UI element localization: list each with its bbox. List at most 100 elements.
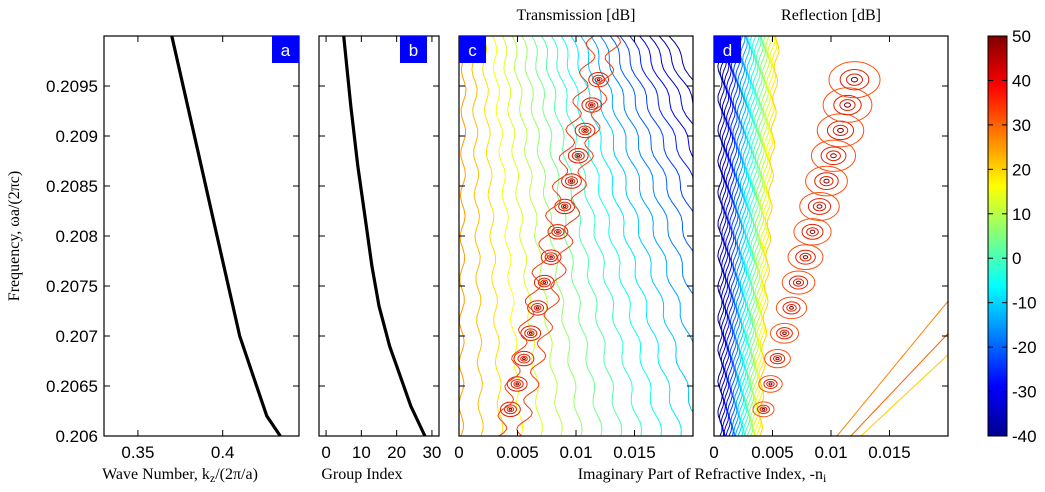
reflection-resonance-ring bbox=[807, 198, 832, 215]
reflection-resonance-ring bbox=[787, 244, 824, 271]
transmission-resonance-ring bbox=[581, 127, 589, 134]
reflection-resonance-ring bbox=[795, 280, 802, 285]
colorbar-tick-label: 0 bbox=[1012, 249, 1021, 268]
transmission-resonance-ring bbox=[569, 179, 574, 183]
transmission-resonance-ring bbox=[561, 173, 582, 189]
colorbar-tick-label: 30 bbox=[1012, 116, 1031, 135]
transmission-resonance-ring bbox=[576, 154, 581, 158]
reflection-resonance-ring bbox=[805, 165, 848, 197]
y-tick-label: 0.2095 bbox=[46, 77, 98, 96]
y-tick-label: 0.208 bbox=[55, 227, 98, 246]
reflection-resonance-ring bbox=[761, 407, 766, 411]
transmission-resonance-ring bbox=[533, 304, 542, 311]
colorbar-tick-label: -10 bbox=[1012, 294, 1037, 313]
transmission-resonance-ring bbox=[520, 355, 528, 362]
transmission-resonance-ring bbox=[537, 277, 551, 288]
reflection-resonance-ring bbox=[814, 172, 839, 190]
transmission-resonance-ring bbox=[578, 125, 592, 136]
transmission-resonance-ring bbox=[542, 281, 547, 284]
transmission-resonance-ring bbox=[515, 382, 519, 386]
transmission-resonance-ring bbox=[528, 331, 533, 335]
transmission-contour-line bbox=[521, 36, 583, 436]
transmission-contour-line bbox=[492, 36, 524, 436]
panel-d-label: d bbox=[723, 41, 732, 60]
reflection-resonance-ring bbox=[769, 352, 786, 365]
transmission-contour-line bbox=[471, 36, 484, 436]
reflection-resonance-ring bbox=[826, 120, 855, 141]
reflection-resonance-ring bbox=[772, 355, 783, 362]
transmission-contour-line bbox=[590, 36, 693, 346]
reflection-resonance-ring bbox=[782, 301, 801, 315]
x-tick-label: 0.015 bbox=[868, 443, 911, 462]
reflection-contour-line bbox=[752, 36, 774, 436]
reflection-resonance-ring bbox=[816, 204, 823, 209]
reflection-contour-line bbox=[744, 36, 762, 436]
reflection-resonance-ring bbox=[837, 127, 844, 133]
transmission-contour-line bbox=[649, 36, 693, 126]
y-tick-label: 0.207 bbox=[55, 327, 98, 346]
transmission-resonance-ring bbox=[549, 255, 553, 259]
reflection-resonance-ring bbox=[799, 252, 812, 262]
transmission-title: Transmission [dB] bbox=[517, 7, 636, 24]
panel-d-badge bbox=[714, 36, 741, 63]
reflection-resonance-ring bbox=[769, 322, 800, 344]
reflection-resonance-ring bbox=[846, 73, 863, 86]
transmission-ripple-line bbox=[497, 36, 596, 436]
reflection-resonance-ring bbox=[839, 69, 870, 91]
transmission-contour-line bbox=[570, 36, 682, 436]
transmission-resonance-ring bbox=[554, 228, 562, 235]
reflection-contour-line bbox=[758, 36, 780, 436]
reflection-resonance-ring bbox=[752, 401, 775, 418]
transmission-resonance-ring bbox=[556, 230, 560, 234]
reflection-contours bbox=[717, 36, 948, 436]
axis-ticks: 0.206 0.2065 0.207 0.2075 0.208 0.2085 0.209 0.… bbox=[46, 36, 948, 462]
reflection-resonance-ring bbox=[833, 94, 862, 116]
transmission-resonance-ring bbox=[533, 274, 555, 291]
transmission-resonance-ring bbox=[544, 252, 558, 263]
wave-number-curve bbox=[170, 35, 282, 437]
transmission-resonance-ring bbox=[596, 78, 601, 82]
reflection-resonance-ring bbox=[806, 227, 819, 237]
reflection-resonance-ring bbox=[826, 150, 841, 162]
x-tick-label: 0 bbox=[709, 443, 718, 462]
colorbar-ticks: 50 40 30 20 10 0 -10 -20 -30 -40 bbox=[988, 27, 1037, 446]
transmission-contour-line bbox=[482, 36, 504, 436]
reflection-resonance-ring bbox=[850, 76, 859, 83]
panel-b-frame bbox=[318, 35, 440, 437]
x-tick-label: 0.015 bbox=[613, 443, 656, 462]
transmission-resonance-ring bbox=[571, 150, 585, 161]
reflection-diagonal-contour bbox=[860, 353, 948, 436]
colorbar-tick-label: 20 bbox=[1012, 160, 1031, 179]
reflection-resonance-ring bbox=[775, 296, 808, 320]
y-tick-label: 0.2085 bbox=[46, 177, 98, 196]
transmission-contour-line bbox=[511, 36, 563, 436]
transmission-contours bbox=[459, 36, 693, 436]
transmission-resonance-ring bbox=[560, 203, 569, 210]
transmission-contour-line bbox=[501, 36, 544, 436]
transmission-resonance-ring bbox=[567, 178, 576, 185]
colorbar-tick-label: 50 bbox=[1012, 27, 1031, 46]
reflection-resonance-ring bbox=[759, 406, 768, 413]
reflection-resonance-ring bbox=[766, 380, 775, 388]
reflection-resonance-ring bbox=[757, 404, 770, 415]
reflection-resonance-ring bbox=[795, 249, 816, 265]
reflection-resonance-ring bbox=[793, 218, 832, 246]
panel-c-label: c bbox=[468, 41, 477, 60]
x-tick-label: 0.35 bbox=[121, 443, 154, 462]
x-tick-label: 10 bbox=[352, 443, 371, 462]
x-axis-label-a: Wave Number, kz/(2π/a) bbox=[102, 466, 258, 485]
transmission-resonance-ring bbox=[510, 379, 524, 389]
transmission-ripple-line bbox=[516, 36, 621, 436]
reflection-resonance-ring bbox=[764, 348, 791, 369]
transmission-resonance-ring bbox=[581, 97, 603, 113]
transmission-resonance-ring bbox=[567, 148, 589, 164]
reflection-resonance-ring bbox=[799, 191, 840, 221]
reflection-resonance-ring bbox=[782, 331, 787, 335]
transmission-resonance-ring bbox=[524, 328, 538, 339]
transmission-resonance-ring bbox=[588, 102, 596, 108]
transmission-resonance-ring bbox=[547, 224, 569, 240]
colorbar-tick-label: -20 bbox=[1012, 338, 1037, 357]
reflection-resonance-ring bbox=[810, 139, 857, 172]
transmission-contour-line bbox=[531, 36, 603, 436]
